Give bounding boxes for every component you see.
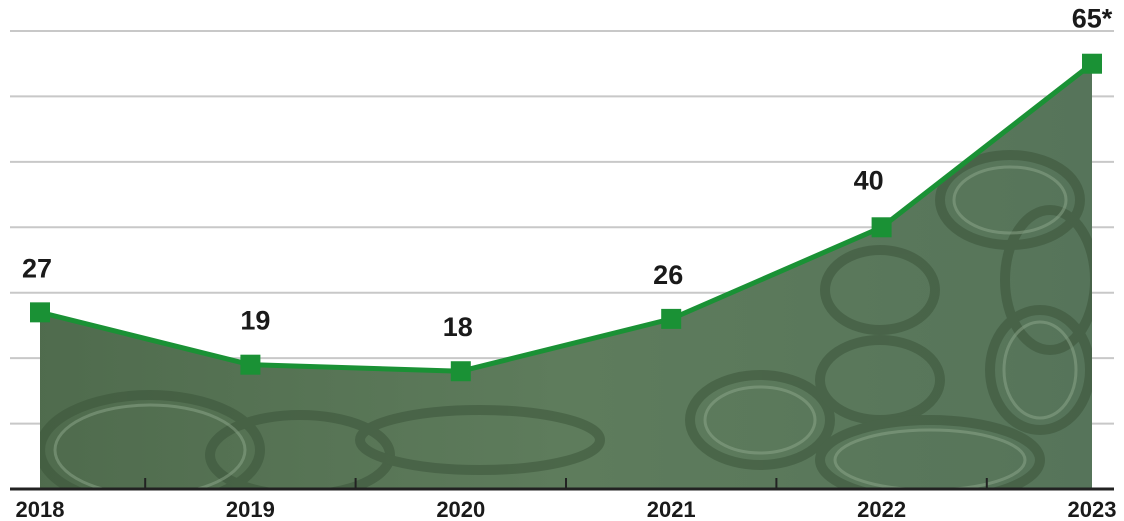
data-point-2021 — [661, 308, 682, 329]
x-tick-label-2023: 2023 — [1068, 497, 1117, 521]
x-tick-label-2022: 2022 — [857, 497, 906, 521]
data-point-2020 — [450, 361, 471, 382]
data-label-2020: 18 — [443, 312, 473, 342]
x-tick-label-2021: 2021 — [647, 497, 696, 521]
x-tick-label-2018: 2018 — [16, 497, 65, 521]
background-photo — [40, 63, 1092, 489]
x-tick-label-2020: 2020 — [436, 497, 485, 521]
data-label-2021: 26 — [653, 260, 683, 290]
data-label-2019: 19 — [240, 306, 270, 336]
data-point-2023 — [1082, 53, 1102, 74]
data-point-2019 — [240, 354, 261, 375]
data-label-2023: 65* — [1072, 4, 1113, 34]
data-point-2022 — [871, 217, 892, 238]
data-labels: 27 19 18 26 40 65* — [22, 4, 1113, 343]
series-line — [30, 53, 1102, 382]
series-line-path — [39, 61, 1094, 374]
x-ticks: 2018 2019 2020 2021 2022 2023 — [16, 478, 1117, 521]
data-label-2018: 27 — [22, 253, 52, 283]
x-tick-label-2019: 2019 — [226, 497, 275, 521]
data-point-2018 — [30, 302, 50, 323]
data-label-2022: 40 — [854, 165, 884, 195]
